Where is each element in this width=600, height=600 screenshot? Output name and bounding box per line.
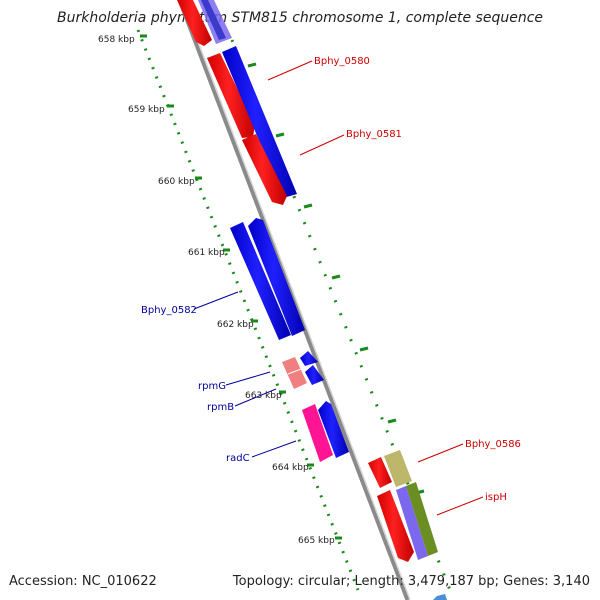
gene-feature-rpmb-b[interactable] bbox=[305, 365, 324, 385]
gene-label-isph[interactable]: ispH bbox=[485, 492, 507, 503]
gene-feature-red-lower-b[interactable] bbox=[377, 490, 414, 562]
tick-label: 664 kbp bbox=[272, 463, 309, 473]
leader-line-rpmb bbox=[234, 388, 277, 407]
leader-line-isph bbox=[436, 496, 484, 516]
topology-summary: Topology: circular; Length: 3,479,187 bp… bbox=[232, 574, 590, 589]
leader-line-bphy-0581 bbox=[299, 134, 345, 156]
gene-label-radc[interactable]: radC bbox=[226, 453, 250, 464]
gene-feature-bphy-0581-red[interactable] bbox=[242, 134, 287, 205]
gene-feature-bphy-0582-blue-a[interactable] bbox=[230, 222, 291, 340]
gene-label-bphy-0580[interactable]: Bphy_0580 bbox=[314, 56, 370, 67]
accession-label: Accession: NC_010622 bbox=[9, 574, 157, 589]
tick-label: 663 kbp bbox=[245, 391, 282, 401]
map-title: Burkholderia phymatum STM815 chromosome … bbox=[56, 10, 543, 26]
gene-feature-partial-bottom[interactable] bbox=[433, 594, 447, 600]
gene-feature-bphy-0582-blue-b[interactable] bbox=[248, 218, 305, 336]
gene-label-rpmb[interactable]: rpmB bbox=[207, 402, 234, 413]
gene-feature-bphy-0580-red[interactable] bbox=[207, 53, 255, 138]
gene-feature-isph-olive[interactable] bbox=[406, 482, 438, 556]
gene-feature-bphy-0586-khaki[interactable] bbox=[384, 450, 412, 487]
gene-feature-red-lower-a[interactable] bbox=[368, 457, 392, 488]
chromosome-backbone bbox=[177, 0, 411, 600]
leader-line-rpmg bbox=[225, 371, 271, 386]
gene-feature-partial-blue[interactable] bbox=[201, 0, 226, 40]
chromosome-backbone-highlight bbox=[181, 0, 411, 600]
tick-label: 660 kbp bbox=[158, 177, 195, 187]
leader-line-bphy-0582 bbox=[193, 291, 239, 310]
tick-label: 659 kbp bbox=[128, 105, 165, 115]
gene-feature-rpmb-a[interactable] bbox=[300, 351, 318, 366]
gene-label-bphy-0586[interactable]: Bphy_0586 bbox=[465, 439, 521, 450]
gene-feature-radc-pink[interactable] bbox=[302, 404, 333, 462]
gene-feature-partial-red[interactable] bbox=[177, 0, 212, 46]
gene-label-rpmg[interactable]: rpmG bbox=[198, 381, 226, 392]
leader-line-bphy-0586 bbox=[417, 443, 464, 463]
leader-line-radc bbox=[251, 440, 297, 458]
gene-label-bphy-0582[interactable]: Bphy_0582 bbox=[141, 305, 197, 316]
gene-feature-radc-blue[interactable] bbox=[318, 401, 349, 458]
gene-feature-isph-slate[interactable] bbox=[396, 486, 428, 560]
gene-label-bphy-0581[interactable]: Bphy_0581 bbox=[346, 129, 402, 140]
tick-label: 661 kbp bbox=[188, 248, 225, 258]
leader-line-bphy-0580 bbox=[267, 60, 313, 81]
tick-label: 662 kbp bbox=[217, 320, 254, 330]
tick-label: 665 kbp bbox=[298, 536, 335, 546]
gene-feature-rpmg[interactable] bbox=[282, 357, 307, 389]
tick-track-left bbox=[136, 29, 360, 591]
major-ticks bbox=[140, 34, 425, 540]
tick-label: 658 kbp bbox=[98, 35, 135, 45]
gene-feature-bphy-0580-blue[interactable] bbox=[222, 46, 297, 198]
